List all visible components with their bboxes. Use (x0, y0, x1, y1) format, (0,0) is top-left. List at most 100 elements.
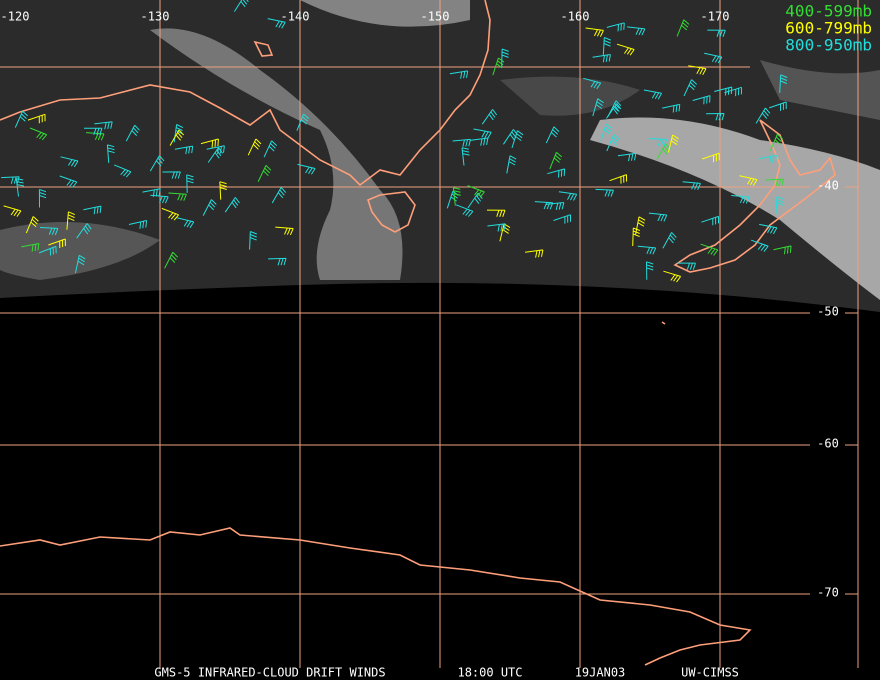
wind-barb (75, 254, 86, 274)
wind-barb (486, 209, 506, 217)
wind-barb (607, 100, 622, 117)
wind-barb (511, 130, 524, 149)
wind-barb (249, 231, 257, 250)
wind-barb (617, 152, 637, 162)
graticule (0, 0, 859, 668)
longitude-label: -150 (421, 10, 450, 24)
wind-barb (446, 190, 459, 209)
footer-text: GMS-5 INFRARED-CLOUD DRIFT WINDS (154, 666, 385, 680)
wind-barb (76, 223, 92, 239)
wind-barb (202, 199, 217, 216)
wind-barb (233, 0, 249, 12)
wind-barb (452, 138, 471, 147)
wind-barb (506, 155, 517, 174)
wind-barb (271, 187, 287, 204)
wind-barb (257, 165, 272, 182)
wind-barb (635, 216, 646, 235)
footer-text: UW-CIMSS (681, 666, 739, 680)
wind-barb (186, 174, 194, 193)
wind-barb (769, 101, 787, 111)
wind-barb (553, 214, 571, 224)
wind-barb (452, 187, 461, 206)
wind-barb (702, 152, 720, 163)
wind-barb (296, 113, 310, 131)
wind-barb (648, 138, 668, 147)
latitude-label: -70 (817, 586, 839, 600)
wind-barb (656, 143, 671, 160)
wind-barb (704, 52, 723, 64)
longitude-label: -160 (561, 10, 590, 24)
wind-barb (59, 175, 78, 188)
wind-barb (15, 178, 25, 197)
wind-barb (606, 22, 625, 32)
wind-barb (267, 18, 286, 29)
footer-text: 19JAN03 (575, 666, 626, 680)
wind-barb (606, 134, 620, 152)
wind-barb (637, 245, 657, 255)
longitude-label: -170 (701, 10, 730, 24)
wind-barb (592, 54, 611, 63)
wind-barb (473, 128, 492, 139)
wind-barb (558, 191, 578, 201)
wind-barb (501, 48, 509, 68)
wind-barb (662, 103, 681, 113)
wind-barb (487, 223, 506, 232)
wind-barb (60, 156, 79, 168)
wind-barb (692, 95, 711, 105)
wind-barb (759, 223, 778, 235)
wind-barb (1, 176, 20, 184)
wind-barb (297, 163, 316, 175)
wind-barb (66, 211, 76, 230)
wind-barb (481, 109, 498, 125)
wind-barb (682, 181, 701, 191)
wind-barb (263, 140, 278, 158)
wind-barb (224, 197, 240, 213)
legend-entry: 800-950mb (785, 36, 872, 55)
wind-barb (502, 129, 518, 145)
wind-barb (609, 174, 628, 184)
wind-barb (150, 194, 169, 204)
wind-barb (688, 65, 707, 76)
latitude-label: -60 (817, 437, 839, 451)
wind-barb (275, 226, 294, 236)
wind-barb (714, 86, 733, 96)
wind-barb (94, 121, 113, 130)
wind-barb (162, 171, 181, 179)
wind-barb (676, 19, 690, 37)
wind-barb (616, 43, 635, 56)
wind-barb (38, 245, 57, 256)
wind-barb (149, 155, 165, 172)
wind-barb (268, 257, 287, 266)
wind-barb (164, 251, 179, 269)
wind-barb (29, 127, 48, 141)
longitude-label: -140 (281, 10, 310, 24)
wind-barb (700, 243, 719, 256)
legend-entry: 400-599mb (785, 2, 872, 21)
wind-barb (83, 127, 103, 135)
wind-barb (206, 145, 225, 154)
wind-barb (643, 89, 663, 100)
wind-barb (779, 74, 788, 93)
wind-barb (595, 188, 614, 197)
wind-barb (38, 189, 47, 208)
wind-barb (114, 164, 132, 178)
wind-barb (125, 124, 140, 142)
wind-barb (492, 57, 505, 76)
wind-barb (176, 217, 195, 229)
latitude-label: -40 (817, 179, 839, 193)
wind-barb (583, 77, 602, 90)
wind-barb (128, 220, 148, 229)
footer-text: 18:00 UTC (457, 666, 522, 680)
wind-barbs (1, 0, 792, 283)
wind-barb (467, 192, 483, 209)
wind-barb (545, 126, 560, 144)
wind-barb (525, 249, 544, 258)
wind-barb (455, 204, 474, 217)
wind-barb (27, 113, 46, 124)
wind-barb (161, 207, 179, 221)
legend-entry: 600-799mb (785, 19, 872, 38)
wind-barb (173, 124, 184, 143)
wind-barb (219, 181, 227, 200)
